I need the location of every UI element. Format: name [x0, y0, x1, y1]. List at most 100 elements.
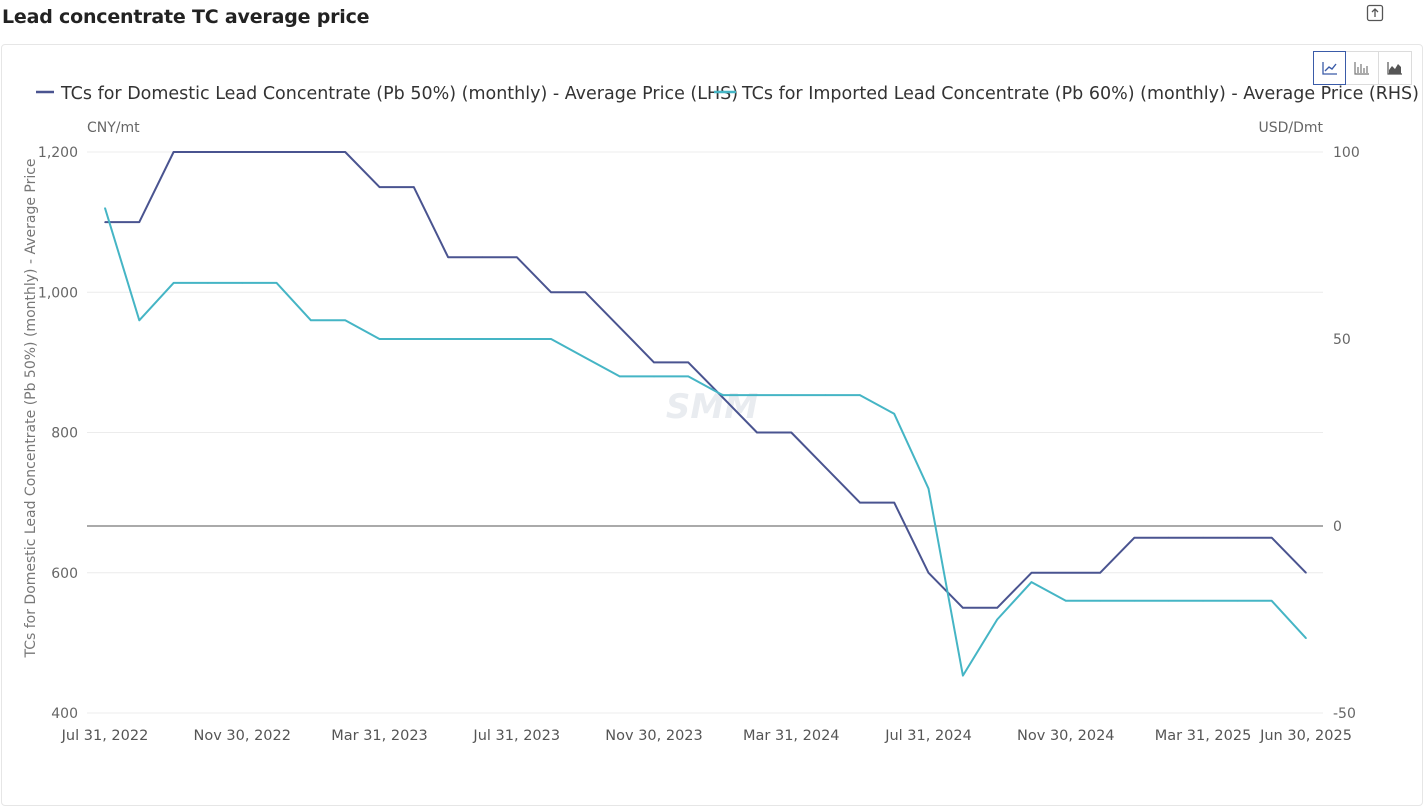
left-unit-label: CNY/mt — [87, 120, 140, 136]
data-point — [721, 394, 724, 396]
data-point — [1065, 571, 1067, 574]
left-axis-tick-label: 1,000 — [38, 285, 78, 301]
data-point — [927, 487, 930, 490]
data-point — [207, 282, 209, 284]
data-point — [172, 282, 175, 284]
chart-panel — [1, 44, 1423, 806]
data-point — [1305, 637, 1307, 639]
data-point — [790, 431, 793, 434]
data-point — [962, 674, 964, 677]
grid — [87, 151, 1323, 714]
right-unit-label: USD/Dmt — [1258, 120, 1323, 136]
x-axis-ticks: Jul 31, 2022 Nov 30, 2022 Mar 31, 2023 Jul … — [61, 728, 1352, 744]
data-point — [618, 375, 621, 378]
area-chart-button[interactable] — [1379, 51, 1412, 85]
left-axis-ticks: 400 600 800 1,000 1,200 — [38, 145, 78, 722]
data-point — [378, 338, 381, 340]
data-point — [1167, 600, 1170, 602]
data-point — [859, 394, 861, 396]
x-axis-tick-label: Jul 31, 2022 — [61, 728, 149, 744]
left-axis-tick-label: 1,200 — [38, 145, 78, 161]
data-point — [138, 319, 141, 322]
x-axis-tick-label: Jul 31, 2023 — [472, 728, 560, 744]
data-point — [1270, 600, 1273, 602]
data-point — [207, 151, 209, 153]
data-point — [310, 319, 312, 322]
data-point — [824, 394, 827, 396]
data-point — [927, 571, 930, 574]
data-point — [104, 221, 106, 223]
data-point — [859, 501, 861, 504]
data-point — [1236, 600, 1239, 602]
right-axis-ticks: -50 0 50 100 — [1333, 145, 1360, 722]
data-point — [756, 394, 758, 396]
data-point — [653, 375, 655, 378]
data-point — [756, 431, 758, 434]
data-point — [721, 396, 724, 399]
x-axis-tick-label: Nov 30, 2022 — [194, 728, 291, 744]
data-point — [1030, 571, 1033, 574]
x-axis-tick-label: Nov 30, 2023 — [605, 728, 702, 744]
data-point — [584, 291, 587, 294]
x-axis-tick-label: Mar 31, 2023 — [331, 728, 428, 744]
data-point — [275, 282, 278, 284]
legend-label-domestic[interactable]: TCs for Domestic Lead Concentrate (Pb 50… — [60, 84, 738, 104]
data-point — [515, 256, 518, 258]
left-axis-title: TCs for Domestic Lead Concentrate (Pb 50… — [23, 158, 39, 658]
data-point — [1202, 600, 1204, 602]
data-point — [1133, 536, 1136, 539]
right-axis-tick-label: 100 — [1333, 145, 1360, 161]
area-chart-icon — [1387, 62, 1402, 75]
x-axis-tick-label: Jun 30, 2025 — [1259, 728, 1352, 744]
export-icon[interactable] — [1366, 4, 1384, 22]
x-axis-tick-label: Mar 31, 2025 — [1155, 728, 1252, 744]
data-point — [824, 466, 827, 469]
data-point — [1270, 536, 1273, 539]
data-point — [1099, 600, 1101, 602]
data-point — [447, 338, 449, 340]
data-point — [1133, 600, 1136, 602]
data-point — [447, 256, 449, 258]
right-axis-tick-label: 50 — [1333, 332, 1351, 348]
data-point — [618, 326, 621, 329]
data-point — [550, 291, 552, 294]
series-layer — [104, 151, 1307, 677]
line-chart-button[interactable] — [1313, 51, 1346, 85]
data-point — [1030, 581, 1033, 583]
data-point — [481, 256, 484, 258]
data-point — [962, 607, 964, 609]
series-line-domestic — [105, 151, 1307, 609]
x-axis-tick-label: Nov 30, 2024 — [1017, 728, 1114, 744]
right-axis-tick-label: -50 — [1333, 706, 1356, 722]
data-point — [275, 151, 278, 153]
right-axis-tick-label: 0 — [1333, 519, 1342, 535]
data-point — [790, 394, 793, 396]
x-axis-tick-label: Jul 31, 2024 — [884, 728, 972, 744]
bar-chart-button[interactable] — [1346, 51, 1379, 85]
page-title: Lead concentrate TC average price — [2, 6, 370, 28]
data-point — [1236, 536, 1239, 539]
data-point — [1099, 571, 1101, 574]
left-axis-tick-label: 600 — [51, 566, 78, 582]
legend: TCs for Domestic Lead Concentrate (Pb 50… — [36, 84, 1419, 104]
data-point — [241, 151, 244, 153]
data-point — [413, 338, 415, 340]
data-point — [893, 413, 896, 415]
data-point — [893, 501, 896, 504]
data-point — [378, 186, 381, 188]
data-point — [653, 361, 655, 364]
chart-type-toolbar — [1313, 51, 1412, 85]
data-point — [344, 319, 347, 322]
data-point — [687, 375, 690, 378]
data-point — [1202, 536, 1204, 539]
bar-chart-icon — [1354, 62, 1369, 75]
left-axis-tick-label: 800 — [51, 426, 78, 442]
data-point — [515, 338, 518, 340]
left-axis-tick-label: 400 — [51, 706, 78, 722]
data-point — [344, 151, 347, 153]
data-point — [550, 338, 552, 340]
legend-label-imported[interactable]: TCs for Imported Lead Concentrate (Pb 60… — [741, 84, 1419, 104]
data-point — [1065, 600, 1067, 602]
data-point — [241, 282, 244, 284]
data-point — [104, 207, 106, 209]
